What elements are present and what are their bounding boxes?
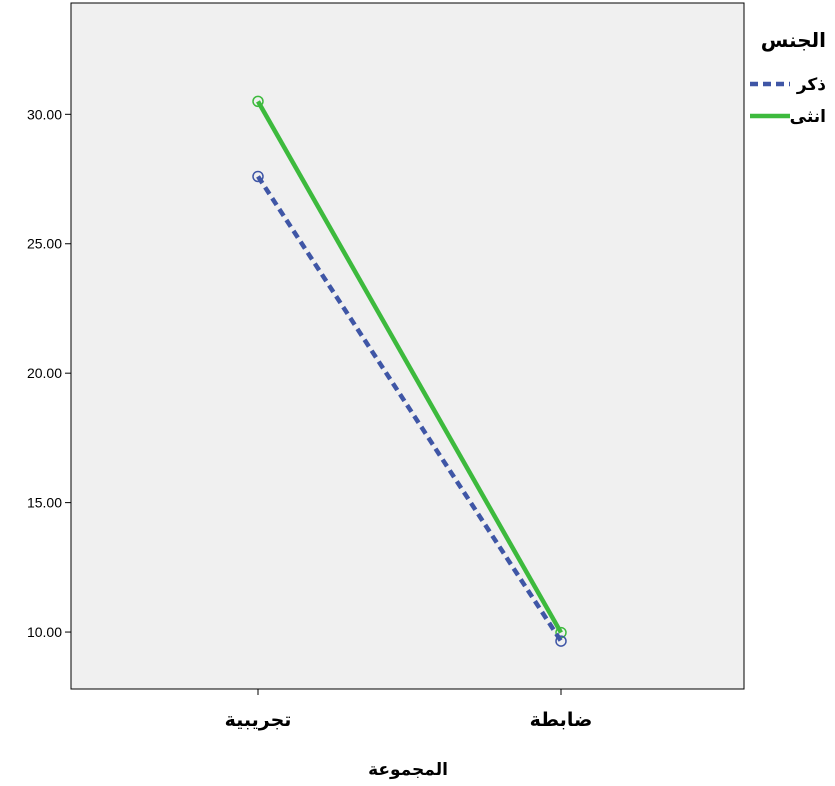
- legend: الجنس ذكر انثى: [750, 30, 826, 126]
- series-0-point-0: [252, 170, 264, 183]
- y-tick-label: 25.00: [27, 236, 62, 252]
- plot-area: [70, 2, 745, 690]
- x-axis: تجريبية ضابطة: [225, 689, 593, 731]
- series-line-0: [256, 175, 563, 643]
- series-line-1: [256, 100, 563, 634]
- y-tick-label: 30.00: [27, 106, 62, 122]
- y-tick-label: 10.00: [27, 624, 62, 640]
- legend-label-0: ذكر: [796, 75, 826, 95]
- x-tick-label: تجريبية: [225, 710, 292, 731]
- y-axis: 10.00 15.00 20.00 25.00 30.00: [27, 106, 71, 640]
- x-axis-title: المجموعة: [368, 760, 448, 780]
- legend-label-1: انثى: [790, 107, 826, 126]
- y-tick-label: 15.00: [27, 495, 62, 511]
- x-tick-label: ضابطة: [530, 710, 593, 731]
- y-tick-label: 20.00: [27, 365, 62, 381]
- legend-title: الجنس: [761, 30, 826, 52]
- series-1-point-0: [252, 95, 264, 108]
- series-layer: [252, 95, 567, 647]
- series-0-point-1: [555, 635, 567, 647]
